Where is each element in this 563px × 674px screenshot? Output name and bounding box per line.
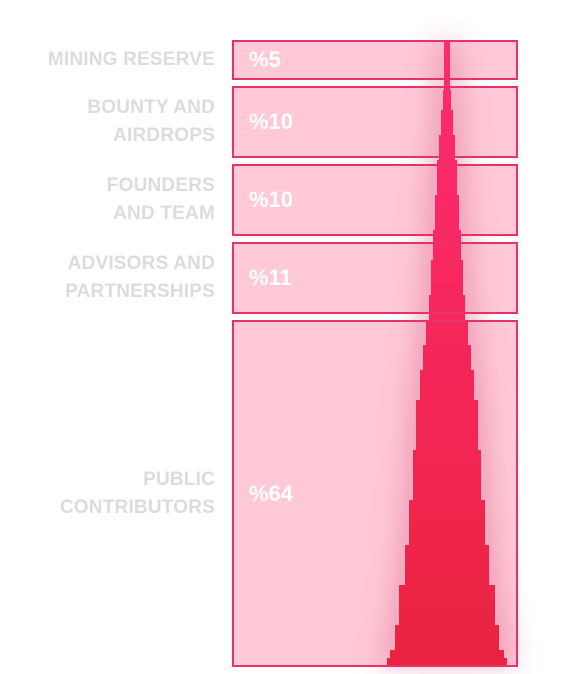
category-label-advisors-and-partnerships: ADVISORS AND PARTNERSHIPS	[65, 253, 215, 302]
tower-spire	[387, 42, 507, 665]
segment-frame-public-contributors	[232, 320, 518, 667]
segment-frame-advisors-and-partnerships	[232, 242, 518, 314]
value-label-mining-reserve: %5	[249, 47, 281, 72]
category-label-founders-and-team: FOUNDERS AND TEAM	[106, 175, 215, 224]
value-label-public-contributors: %64	[249, 480, 294, 506]
category-label-bounty-and-airdrops: BOUNTY AND AIRDROPS	[87, 97, 215, 146]
value-label-advisors-and-partnerships: %11	[249, 265, 292, 290]
value-label-bounty-and-airdrops: %10	[249, 109, 294, 134]
value-label-founders-and-team: %10	[249, 187, 294, 212]
segment-frame-mining-reserve	[232, 40, 518, 80]
category-label-mining-reserve: MINING RESERVE	[47, 49, 215, 70]
segment-frame-founders-and-team	[232, 164, 518, 236]
segment-frame-bounty-and-airdrops	[232, 86, 518, 158]
category-label-public-contributors: PUBLIC CONTRIBUTORS	[59, 468, 215, 518]
segment-bar-bounty-and-airdrops	[232, 86, 518, 158]
